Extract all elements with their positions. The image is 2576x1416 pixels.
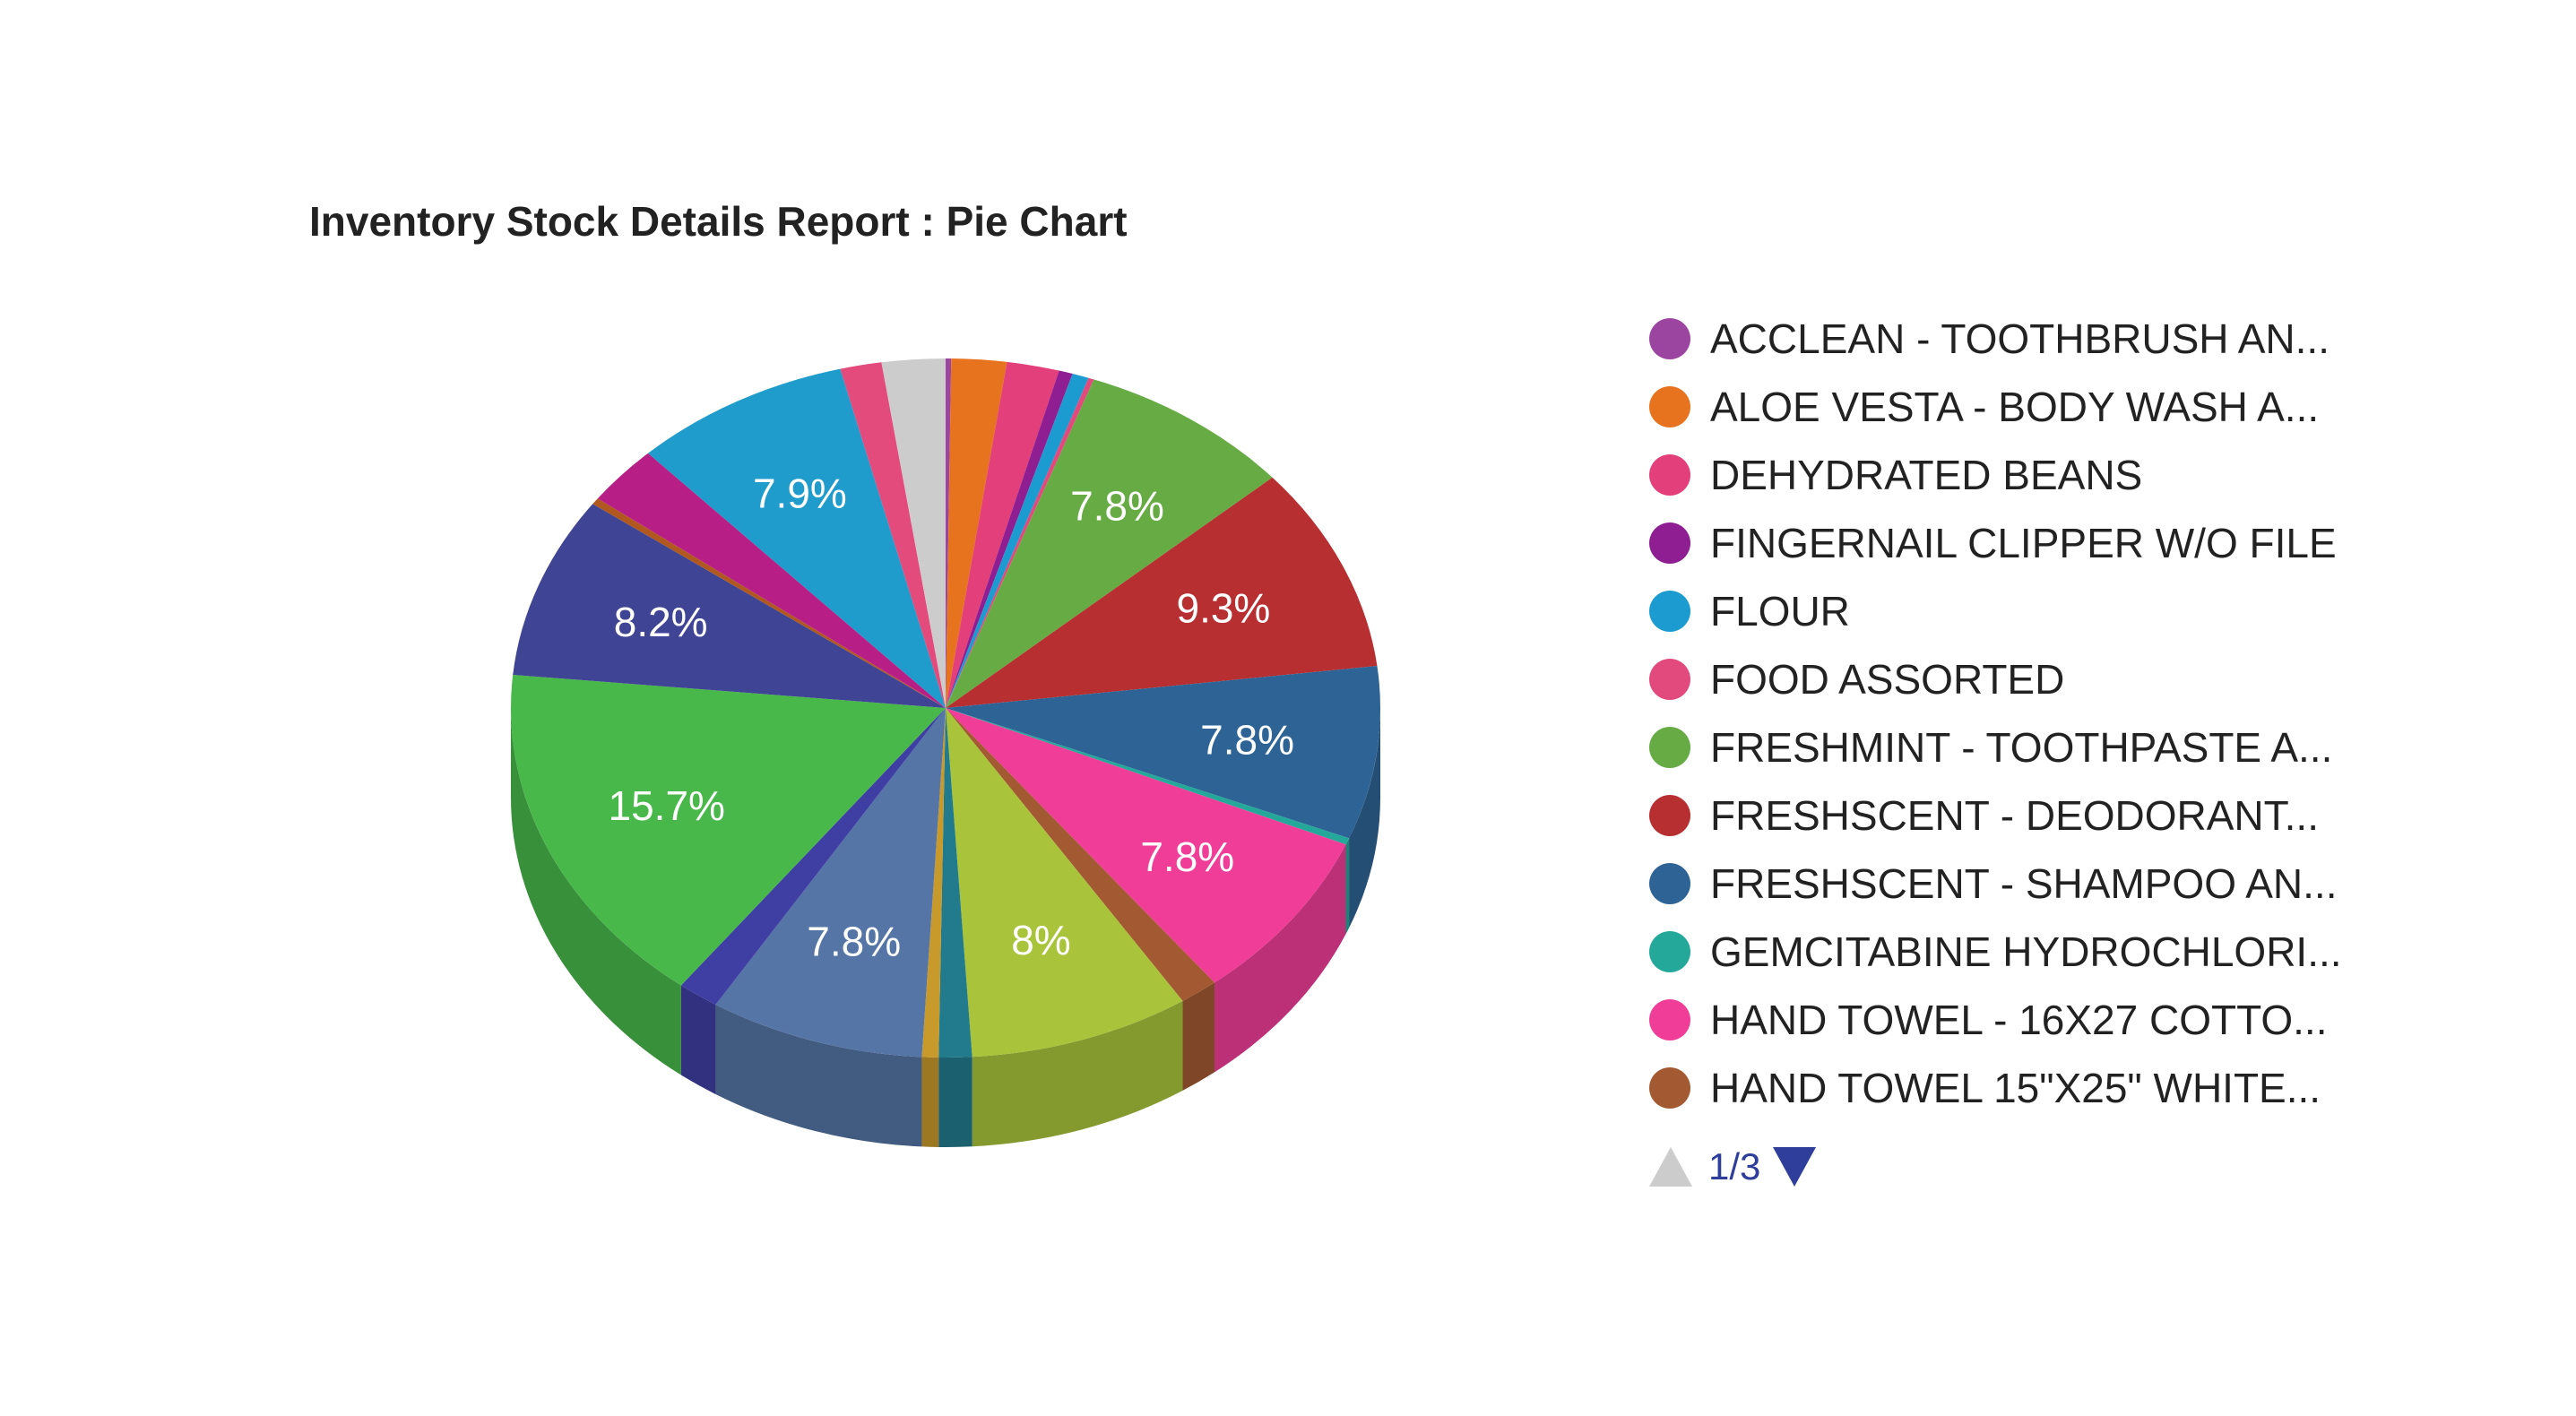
pie-data-label-18: 8.2%	[614, 599, 708, 645]
pie-data-label-8: 7.8%	[1200, 717, 1294, 764]
legend-item[interactable]: FLOUR	[1649, 577, 2384, 645]
pie-slice-1[interactable]	[946, 358, 1007, 708]
pie-data-label-7: 9.3%	[1176, 585, 1270, 632]
pie-data-label-17: 15.7%	[609, 782, 725, 829]
chart-title: Inventory Stock Details Report : Pie Cha…	[309, 198, 1128, 245]
legend-label: FINGERNAIL CLIPPER W/O FILE	[1710, 520, 2337, 566]
pie-slice-20[interactable]	[597, 453, 946, 708]
pie-slice-14[interactable]	[921, 708, 946, 1058]
pie-slice-3[interactable]	[946, 370, 1073, 708]
pie-slice-side-13	[938, 1057, 972, 1147]
pie-data-label-15: 7.8%	[807, 918, 901, 964]
pie-top-layer	[511, 358, 1380, 1058]
pie-slice-19[interactable]	[592, 498, 946, 708]
pie-slice-0[interactable]	[946, 358, 952, 708]
legend-item[interactable]: FRESHSCENT - SHAMPOO AN...	[1649, 850, 2384, 918]
pie-slice-10[interactable]	[946, 708, 1346, 983]
legend-label: DEHYDRATED BEANS	[1710, 452, 2143, 498]
legend-items: ACCLEAN - TOOTHBRUSH AN... ALOE VESTA - B…	[1649, 305, 2384, 1122]
legend-label: ALOE VESTA - BODY WASH A...	[1710, 384, 2320, 430]
legend-swatch-icon	[1649, 591, 1690, 632]
pie-slice-2[interactable]	[946, 361, 1059, 708]
legend-item[interactable]: FINGERNAIL CLIPPER W/O FILE	[1649, 509, 2384, 577]
pie-slice-21[interactable]	[647, 368, 946, 708]
legend-swatch-icon	[1649, 1067, 1690, 1109]
legend-swatch-icon	[1649, 659, 1690, 700]
pie-data-label-10: 7.8%	[1140, 833, 1234, 880]
legend-item[interactable]: FRESHMINT - TOOTHPASTE A...	[1649, 713, 2384, 781]
legend: ACCLEAN - TOOTHBRUSH AN... ALOE VESTA - B…	[1649, 305, 2384, 1201]
pie-slice-side-17	[511, 708, 681, 1075]
pie-slice-9[interactable]	[946, 708, 1350, 845]
pie-slice-8[interactable]	[946, 665, 1380, 839]
legend-item[interactable]: HAND TOWEL 15"X25" WHITE...	[1649, 1054, 2384, 1122]
legend-swatch-icon	[1649, 522, 1690, 564]
pie-slice-18[interactable]	[513, 504, 946, 708]
pie-slice-5[interactable]	[946, 377, 1094, 708]
pie-slice-4[interactable]	[946, 374, 1089, 708]
legend-item[interactable]: FOOD ASSORTED	[1649, 645, 2384, 713]
legend-swatch-icon	[1649, 386, 1690, 427]
pie-slice-15[interactable]	[715, 708, 946, 1058]
pager-down-icon[interactable]	[1773, 1147, 1817, 1187]
legend-label: FLOUR	[1710, 588, 1850, 635]
pie-slice-12[interactable]	[946, 708, 1183, 1058]
legend-label: HAND TOWEL - 16X27 COTTO...	[1710, 997, 2328, 1043]
legend-label: ACCLEAN - TOOTHBRUSH AN...	[1710, 315, 2330, 362]
legend-label: FRESHMINT - TOOTHPASTE A...	[1710, 724, 2333, 771]
pie-slice-side-10	[1215, 844, 1346, 1073]
legend-swatch-icon	[1649, 795, 1690, 836]
pie-slice-side-12	[972, 1000, 1183, 1147]
pie-data-label-12: 8%	[1011, 917, 1070, 963]
legend-item[interactable]: FRESHSCENT - DEODORANT...	[1649, 781, 2384, 850]
legend-label: FOOD ASSORTED	[1710, 656, 2065, 703]
pie-data-labels: 7.8% 9.3% 7.8% 7.8% 8% 7.8% 15.7% 8.2% 7.9%	[609, 470, 1295, 964]
pie-slice-11[interactable]	[946, 708, 1215, 1001]
legend-item[interactable]: HAND TOWEL - 16X27 COTTO...	[1649, 986, 2384, 1054]
pie-slice-13[interactable]	[938, 708, 972, 1058]
pie-slice-16[interactable]	[680, 708, 946, 1005]
pie-slice-side-14	[921, 1057, 939, 1147]
pie-slice-side-15	[715, 1004, 922, 1147]
pager-text: 1/3	[1708, 1145, 1761, 1187]
legend-pager: 1/3	[1649, 1133, 2384, 1201]
legend-swatch-icon	[1649, 318, 1690, 359]
pie-slice-side-11	[1182, 982, 1215, 1091]
pie-slice-side-16	[680, 985, 716, 1094]
pie-slice-side-9	[1345, 838, 1350, 935]
legend-swatch-icon	[1649, 727, 1690, 768]
pie-slice-22[interactable]	[840, 362, 946, 708]
pie-slice-7[interactable]	[946, 477, 1378, 708]
pager-up-icon[interactable]	[1649, 1147, 1692, 1187]
legend-swatch-icon	[1649, 931, 1690, 972]
legend-label: FRESHSCENT - DEODORANT...	[1710, 792, 2319, 839]
legend-swatch-icon	[1649, 999, 1690, 1040]
legend-label: GEMCITABINE HYDROCHLORI...	[1710, 928, 2342, 975]
pie-slice-6[interactable]	[946, 379, 1273, 708]
legend-item[interactable]: ACCLEAN - TOOTHBRUSH AN...	[1649, 305, 2384, 373]
pie-slice-17[interactable]	[511, 674, 946, 986]
legend-item[interactable]: GEMCITABINE HYDROCHLORI...	[1649, 918, 2384, 986]
pie-data-label-21: 7.9%	[753, 470, 847, 516]
pie-slice-side-8	[1349, 708, 1380, 928]
legend-swatch-icon	[1649, 863, 1690, 904]
legend-label: HAND TOWEL 15"X25" WHITE...	[1710, 1065, 2321, 1111]
legend-label: FRESHSCENT - SHAMPOO AN...	[1710, 860, 2338, 907]
pie-data-label-6: 7.8%	[1070, 483, 1164, 530]
legend-swatch-icon	[1649, 454, 1690, 496]
pie-depth-layer	[511, 708, 1380, 1147]
legend-item[interactable]: DEHYDRATED BEANS	[1649, 441, 2384, 509]
pie-slice-23[interactable]	[881, 358, 946, 708]
legend-item[interactable]: ALOE VESTA - BODY WASH A...	[1649, 373, 2384, 441]
